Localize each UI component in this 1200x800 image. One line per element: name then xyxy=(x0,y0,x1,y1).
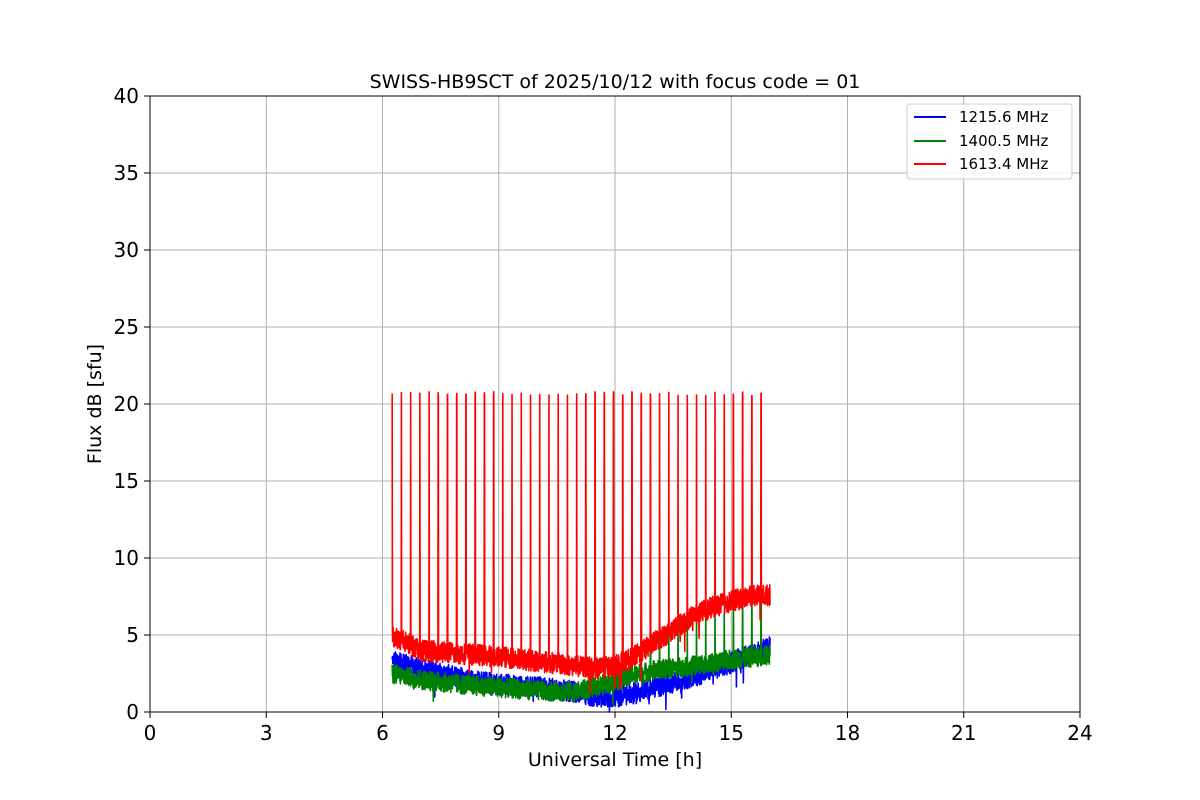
legend-label-1613: 1613.4 MHz xyxy=(959,155,1048,173)
y-tick-label: 40 xyxy=(114,84,139,108)
y-tick-label: 10 xyxy=(114,546,139,570)
y-tick-label: 25 xyxy=(114,315,139,339)
chart-title: SWISS-HB9SCT of 2025/10/12 with focus co… xyxy=(370,71,861,93)
x-tick-label: 0 xyxy=(144,721,157,745)
x-tick-label: 12 xyxy=(602,721,627,745)
x-tick-label: 15 xyxy=(719,721,744,745)
legend-label-1400: 1400.5 MHz xyxy=(959,132,1048,150)
grid-lines xyxy=(150,96,1080,712)
y-tick-label: 35 xyxy=(114,161,139,185)
y-tick-label: 30 xyxy=(114,238,139,262)
y-tick-label: 20 xyxy=(114,392,139,416)
x-tick-label: 6 xyxy=(376,721,389,745)
series-line-1400-5 xyxy=(391,594,771,705)
x-tick-label: 24 xyxy=(1067,721,1092,745)
data-series-layer xyxy=(391,390,771,713)
legend: 1215.6 MHz 1400.5 MHz 1613.4 MHz xyxy=(906,103,1073,180)
series-line-1613-4 xyxy=(391,390,771,695)
x-axis-label: Universal Time [h] xyxy=(528,749,702,771)
x-tick-label: 9 xyxy=(492,721,505,745)
x-tick-label: 18 xyxy=(835,721,860,745)
x-tick-label: 21 xyxy=(951,721,976,745)
axis-ticks: 0 3 6 9 12 15 18 21 24 0 5 10 15 20 25 30 35 40 xyxy=(114,84,1093,745)
x-tick-label: 3 xyxy=(260,721,273,745)
y-tick-label: 15 xyxy=(114,469,139,493)
y-tick-label: 0 xyxy=(126,700,139,724)
legend-label-1215: 1215.6 MHz xyxy=(959,108,1048,126)
legend-box xyxy=(906,103,1073,180)
y-tick-label: 5 xyxy=(126,623,139,647)
y-axis-label: Flux dB [sfu] xyxy=(84,344,106,464)
